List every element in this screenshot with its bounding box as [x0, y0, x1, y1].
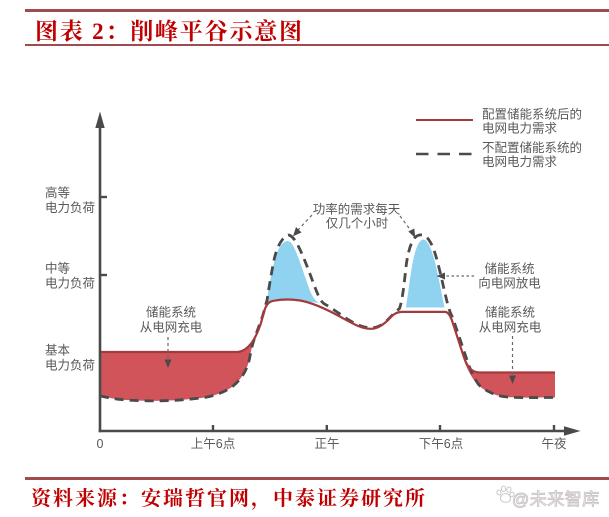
svg-text:配置储能系统后的: 配置储能系统后的: [482, 106, 582, 121]
svg-text:电力负荷: 电力负荷: [45, 277, 95, 291]
svg-text:电网电力需求: 电网电力需求: [482, 122, 558, 136]
svg-text:上午6点: 上午6点: [191, 437, 235, 451]
svg-text:仅几个小时: 仅几个小时: [326, 217, 389, 231]
svg-text:午夜: 午夜: [541, 436, 567, 451]
svg-text:储能系统: 储能系统: [485, 305, 535, 320]
svg-text:中等: 中等: [45, 261, 70, 276]
svg-text:不配置储能系统的: 不配置储能系统的: [482, 140, 582, 155]
svg-text:储能系统: 储能系统: [484, 261, 534, 276]
svg-text:0: 0: [97, 437, 104, 451]
svg-text:高等: 高等: [45, 185, 70, 200]
svg-text:正午: 正午: [314, 437, 339, 451]
svg-text:电网电力需求: 电网电力需求: [482, 155, 558, 169]
svg-text:下午6点: 下午6点: [419, 437, 463, 451]
svg-text:电力负荷: 电力负荷: [45, 359, 95, 373]
svg-text:从电网充电: 从电网充电: [140, 319, 203, 334]
svg-text:功率的需求每天: 功率的需求每天: [313, 202, 401, 217]
svg-text:储能系统: 储能系统: [146, 305, 196, 320]
svg-text:基本: 基本: [45, 344, 71, 358]
svg-text:向电网放电: 向电网放电: [478, 275, 541, 290]
svg-text:电力负荷: 电力负荷: [45, 201, 95, 215]
svg-text:从电网充电: 从电网充电: [479, 319, 542, 334]
